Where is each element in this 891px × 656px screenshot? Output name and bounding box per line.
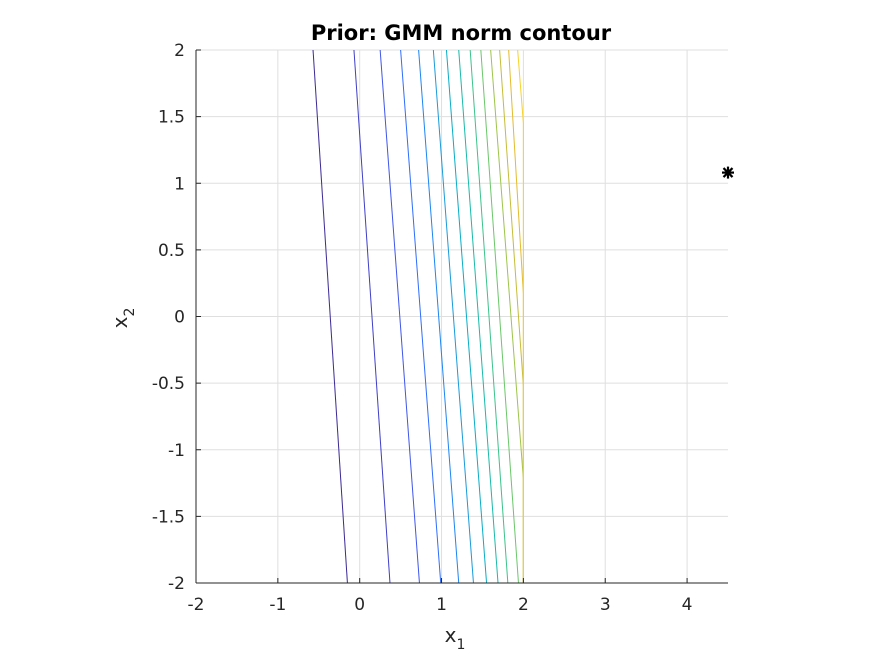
contour-line [418,49,460,584]
contour-line [517,49,524,583]
y-tick-label: 0 [174,308,185,328]
x-tick-label: 4 [682,595,693,615]
y-tick-label: -2 [168,574,185,594]
x-tick-label: -1 [269,595,286,615]
y-tick-label: 1.5 [158,108,185,128]
y-axis-ticks: -2 -1.5 -1 -0.5 0 0.5 1 1.5 2 [152,41,201,594]
y-tick-label: 1 [174,174,185,194]
data-points [722,166,734,179]
contour-line [312,49,348,584]
contour-line [445,49,488,584]
x-axis-label: x1 [445,623,466,653]
contour-line [379,49,420,584]
contour-line [458,49,499,584]
y-tick-label: -1 [168,441,185,461]
x-tick-label: 2 [518,595,529,615]
y-tick-label: 2 [174,41,185,61]
y-axis-label: x2 [108,308,138,329]
contour-line [400,49,442,584]
contour-line [480,49,519,584]
contour-line [432,49,474,584]
x-tick-label: -2 [188,595,205,615]
x-tick-label: 3 [600,595,611,615]
y-tick-label: -1.5 [152,507,185,527]
y-tick-label: 0.5 [158,241,185,261]
contour-line [353,49,391,584]
star-marker [722,166,734,179]
x-tick-label: 0 [354,595,365,615]
chart-title: Prior: GMM norm contour [311,21,612,45]
x-axis-ticks: -2 -1 0 1 2 3 4 [188,578,693,615]
contour-lines [312,49,524,584]
y-tick-label: -0.5 [152,374,185,394]
contour-line [469,49,509,584]
x-tick-label: 1 [436,595,447,615]
